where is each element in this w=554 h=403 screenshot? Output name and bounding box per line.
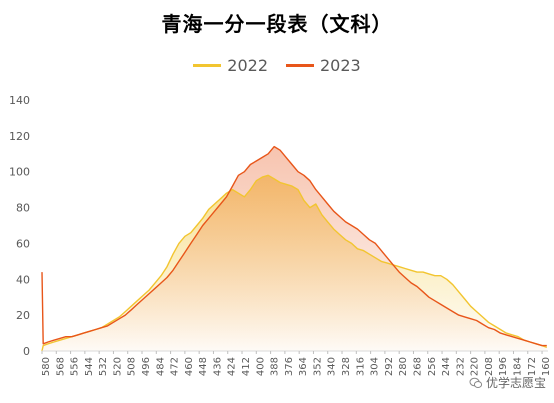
x-tick-label: 400 bbox=[255, 357, 266, 376]
wechat-icon bbox=[469, 377, 483, 388]
y-tick-label: 140 bbox=[9, 94, 30, 107]
x-tick-label: 412 bbox=[241, 357, 252, 376]
x-tick-label: 184 bbox=[512, 357, 523, 376]
legend-item-2022[interactable]: 2022 bbox=[193, 56, 268, 75]
x-tick-label: 292 bbox=[384, 357, 395, 376]
area-fills bbox=[42, 146, 547, 351]
series-lines bbox=[41, 145, 548, 352]
x-tick-label: 172 bbox=[527, 357, 538, 376]
x-tick-label: 580 bbox=[41, 357, 52, 376]
x-tick-label: 328 bbox=[341, 357, 352, 376]
y-tick-label: 40 bbox=[16, 273, 30, 286]
legend-label-2023: 2023 bbox=[320, 56, 361, 75]
legend-swatch-2022 bbox=[193, 64, 222, 67]
y-tick-labels: 0 20 40 60 80 100 120 140 bbox=[9, 94, 30, 358]
x-tick-label: 472 bbox=[170, 357, 181, 376]
x-tick-label: 304 bbox=[370, 357, 381, 376]
y-tick-label: 120 bbox=[9, 130, 30, 143]
x-tick-label: 268 bbox=[412, 357, 423, 376]
x-tick-label: 280 bbox=[398, 357, 409, 376]
x-tick-label: 364 bbox=[298, 357, 309, 376]
x-tick-label: 208 bbox=[484, 357, 495, 376]
x-tick-label: 160 bbox=[541, 357, 552, 376]
x-tick-label: 340 bbox=[327, 357, 338, 376]
y-tick-label: 60 bbox=[16, 237, 30, 250]
x-tick-label: 424 bbox=[227, 357, 238, 376]
y-tick-label: 20 bbox=[16, 309, 30, 322]
x-tick-label: 508 bbox=[127, 357, 138, 376]
y-tick-label: 80 bbox=[16, 202, 30, 215]
y-tick-label: 100 bbox=[9, 166, 30, 179]
x-tick-label: 496 bbox=[141, 357, 152, 376]
watermark: 优学志愿宝 bbox=[469, 374, 546, 391]
x-tick-label: 448 bbox=[198, 357, 209, 376]
x-tick-label: 436 bbox=[212, 357, 223, 376]
legend-item-2023[interactable]: 2023 bbox=[286, 56, 361, 75]
x-tick-label: 568 bbox=[55, 357, 66, 376]
x-tick-label: 388 bbox=[270, 357, 281, 376]
x-tick-label: 352 bbox=[312, 357, 323, 376]
x-tick-label: 316 bbox=[355, 357, 366, 376]
series-line-2022 bbox=[41, 174, 548, 352]
chart-title: 青海一分一段表（文科） bbox=[161, 12, 393, 36]
area-fill-2023 bbox=[42, 146, 547, 351]
x-tick-label: 220 bbox=[470, 357, 481, 376]
x-tick-label: 460 bbox=[184, 357, 195, 376]
x-tick-label: 544 bbox=[84, 357, 95, 376]
x-tick-label: 232 bbox=[455, 357, 466, 376]
series-line-2023 bbox=[41, 145, 547, 347]
legend: 2022 2023 bbox=[0, 56, 554, 75]
x-tick-labels: 580 568 556 544 532 520 508 496 484 472 460 448 436 4… bbox=[41, 351, 552, 376]
x-tick-label: 196 bbox=[498, 357, 509, 376]
x-tick-label: 256 bbox=[427, 357, 438, 376]
x-tick-label: 244 bbox=[441, 357, 452, 376]
legend-swatch-2023 bbox=[286, 64, 314, 67]
x-tick-label: 520 bbox=[112, 357, 123, 376]
legend-label-2022: 2022 bbox=[227, 56, 268, 75]
y-tick-label: 0 bbox=[23, 345, 30, 358]
x-tick-label: 376 bbox=[284, 357, 295, 376]
watermark-text: 优学志愿宝 bbox=[485, 376, 546, 390]
x-tick-label: 484 bbox=[155, 357, 166, 376]
x-tick-label: 532 bbox=[98, 357, 109, 376]
x-tick-label: 556 bbox=[70, 357, 81, 376]
